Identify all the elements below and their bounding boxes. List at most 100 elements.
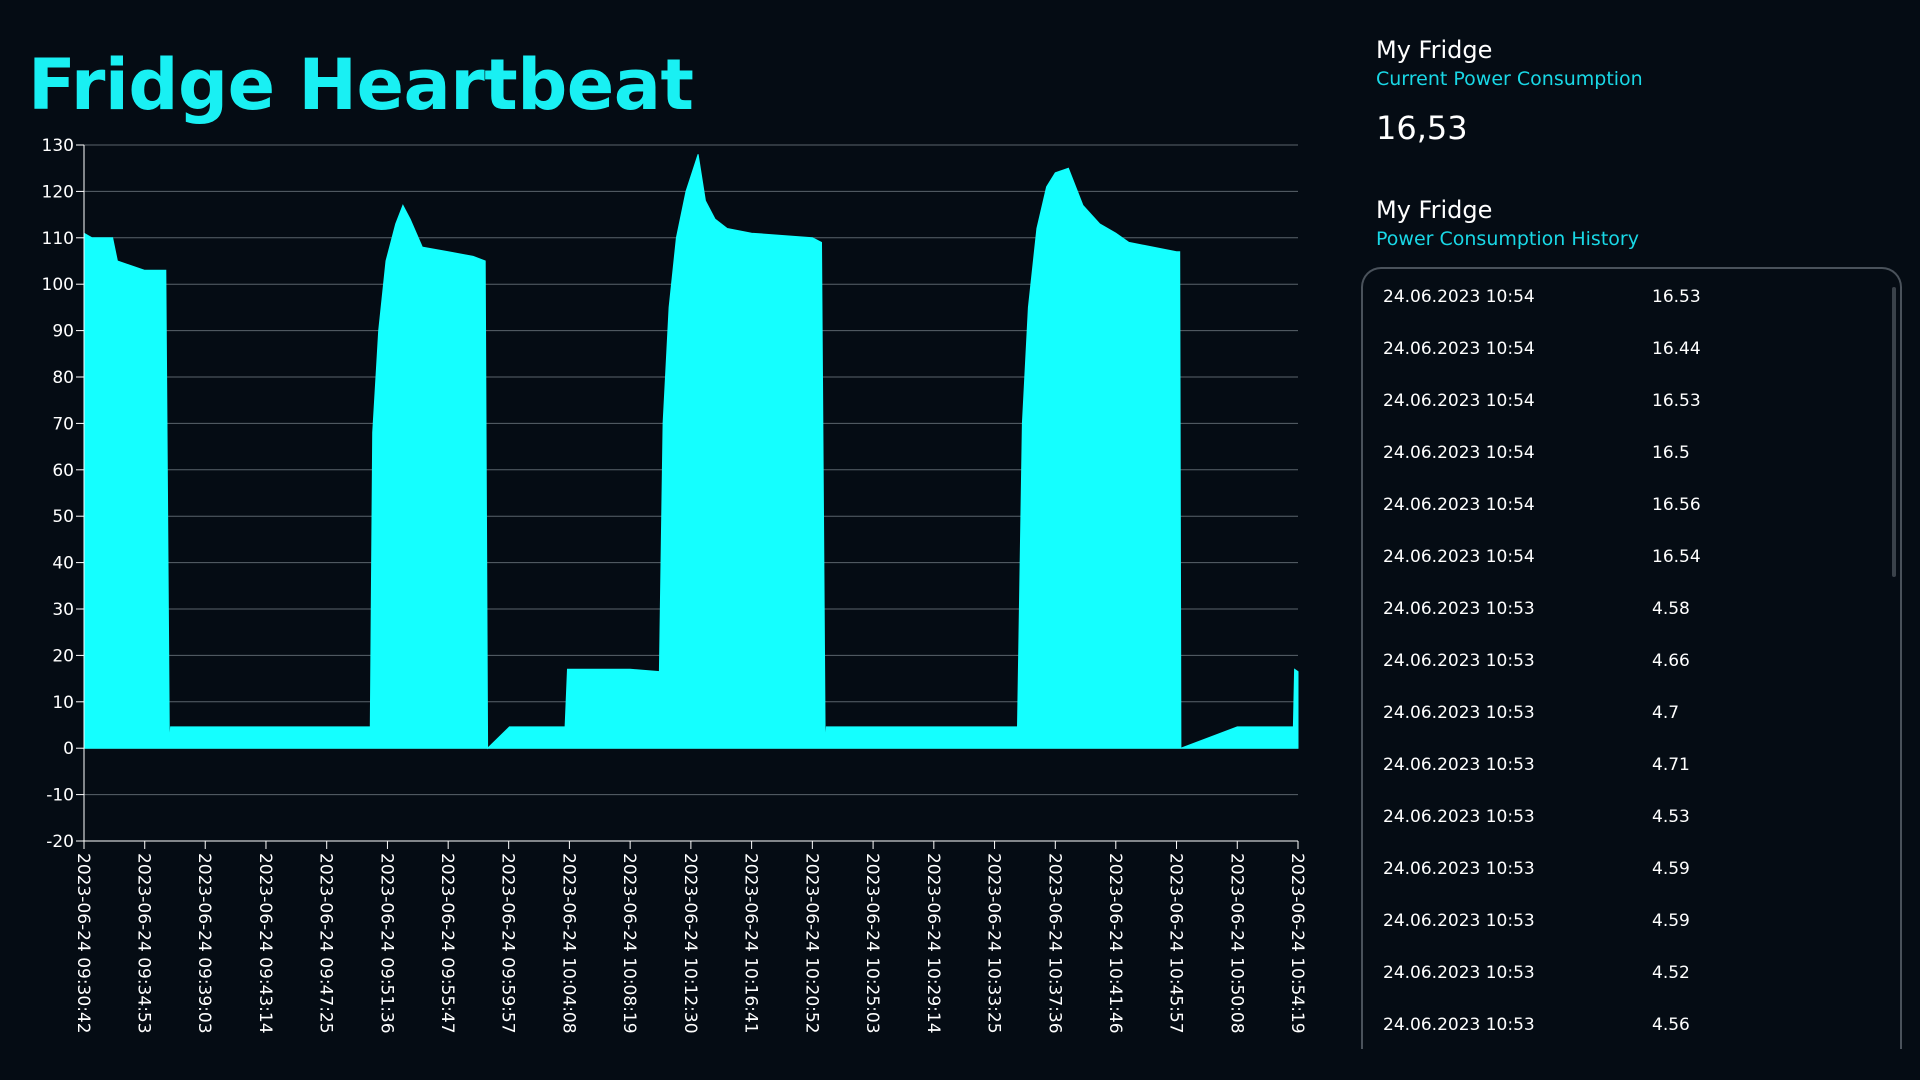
series-area-fill bbox=[83, 154, 1299, 750]
history-timestamp: 24.06.2023 10:54 bbox=[1383, 287, 1535, 307]
axes bbox=[76, 144, 1299, 849]
y-tick-label: 50 bbox=[52, 507, 74, 527]
y-tick-label: 20 bbox=[52, 646, 74, 666]
history-list-panel[interactable]: 24.06.2023 10:54 16.53 24.06.2023 10:54 16.… bbox=[1361, 267, 1902, 1049]
history-scrollbar-thumb[interactable] bbox=[1892, 287, 1896, 577]
x-tick-label: 2023-06-24 10:41:46 bbox=[1105, 853, 1125, 1034]
history-value: 4.53 bbox=[1652, 807, 1690, 827]
x-tick-label: 2023-06-24 10:20:52 bbox=[801, 853, 821, 1034]
x-tick-label: 2023-06-24 09:43:14 bbox=[255, 853, 275, 1034]
history-row[interactable]: 24.06.2023 10:53 4.71 bbox=[1363, 745, 1900, 797]
history-value: 4.71 bbox=[1652, 755, 1690, 775]
history-row[interactable]: 24.06.2023 10:53 4.53 bbox=[1363, 797, 1900, 849]
y-tick-label: 10 bbox=[52, 693, 74, 713]
history-row[interactable]: 24.06.2023 10:53 4.59 bbox=[1363, 849, 1900, 901]
history-scrollbar[interactable] bbox=[1890, 287, 1896, 1047]
history-value: 4.66 bbox=[1652, 651, 1690, 671]
history-value: 16.56 bbox=[1652, 495, 1701, 515]
history-value: 16.5 bbox=[1652, 443, 1690, 463]
x-tick-label: 2023-06-24 09:39:03 bbox=[194, 853, 214, 1034]
x-tick-label: 2023-06-24 09:59:57 bbox=[498, 853, 518, 1034]
y-tick-label: 110 bbox=[42, 229, 74, 249]
y-tick-label: 40 bbox=[52, 554, 74, 574]
history-timestamp: 24.06.2023 10:53 bbox=[1383, 859, 1535, 879]
x-tick-label: 2023-06-24 09:55:47 bbox=[437, 853, 457, 1034]
y-tick-label: 90 bbox=[52, 322, 74, 342]
history-timestamp: 24.06.2023 10:53 bbox=[1383, 911, 1535, 931]
history-value: 4.59 bbox=[1652, 911, 1690, 931]
y-tick-label: -20 bbox=[46, 832, 74, 852]
history-timestamp: 24.06.2023 10:53 bbox=[1383, 755, 1535, 775]
history-timestamp: 24.06.2023 10:54 bbox=[1383, 443, 1535, 463]
history-timestamp: 24.06.2023 10:54 bbox=[1383, 391, 1535, 411]
history-timestamp: 24.06.2023 10:54 bbox=[1383, 547, 1535, 567]
history-timestamp: 24.06.2023 10:53 bbox=[1383, 963, 1535, 983]
page-title: Fridge Heartbeat bbox=[28, 44, 694, 126]
history-row[interactable]: 24.06.2023 10:54 16.56 bbox=[1363, 485, 1900, 537]
history-device-name: My Fridge bbox=[1376, 196, 1493, 224]
x-tick-label: 2023-06-24 10:37:36 bbox=[1044, 853, 1064, 1034]
history-value: 4.52 bbox=[1652, 963, 1690, 983]
x-tick-label: 2023-06-24 10:33:25 bbox=[984, 853, 1004, 1034]
current-device-name: My Fridge bbox=[1376, 36, 1493, 64]
x-tick-label: 2023-06-24 10:50:08 bbox=[1226, 853, 1246, 1034]
history-row[interactable]: 24.06.2023 10:53 4.52 bbox=[1363, 953, 1900, 1005]
y-tick-label: 0 bbox=[63, 739, 74, 759]
history-row[interactable]: 24.06.2023 10:54 16.53 bbox=[1363, 277, 1900, 329]
history-row[interactable]: 24.06.2023 10:53 4.66 bbox=[1363, 641, 1900, 693]
x-tick-label: 2023-06-24 10:54:19 bbox=[1287, 853, 1307, 1034]
history-value: 4.56 bbox=[1652, 1015, 1690, 1035]
x-tick-label: 2023-06-24 10:04:08 bbox=[558, 853, 578, 1034]
current-consumption-value: 16,53 bbox=[1376, 109, 1468, 147]
history-row[interactable]: 24.06.2023 10:53 4.58 bbox=[1363, 589, 1900, 641]
history-timestamp: 24.06.2023 10:53 bbox=[1383, 1015, 1535, 1035]
x-tick-label: 2023-06-24 10:45:57 bbox=[1166, 853, 1186, 1034]
y-tick-label: 100 bbox=[42, 275, 74, 295]
history-value: 16.53 bbox=[1652, 287, 1701, 307]
history-value: 4.58 bbox=[1652, 599, 1690, 619]
x-tick-label: 2023-06-24 10:12:30 bbox=[680, 853, 700, 1034]
x-tick-label: 2023-06-24 09:51:36 bbox=[376, 853, 396, 1034]
history-timestamp: 24.06.2023 10:53 bbox=[1383, 807, 1535, 827]
history-row[interactable]: 24.06.2023 10:54 16.5 bbox=[1363, 433, 1900, 485]
y-tick-label: 120 bbox=[42, 182, 74, 202]
y-tick-label: 60 bbox=[52, 461, 74, 481]
history-timestamp: 24.06.2023 10:53 bbox=[1383, 703, 1535, 723]
history-row[interactable]: 24.06.2023 10:54 16.44 bbox=[1363, 329, 1900, 381]
y-tick-label: 30 bbox=[52, 600, 74, 620]
x-tick-label: 2023-06-24 10:08:19 bbox=[619, 853, 639, 1034]
history-timestamp: 24.06.2023 10:54 bbox=[1383, 495, 1535, 515]
power-chart: 130 120 110 100 90 80 70 60 50 40 30 20 10 0 -10 -20 20… bbox=[0, 130, 1320, 1040]
x-tick-labels: 2023-06-24 09:30:42 2023-06-24 09:34:53 20… bbox=[73, 853, 1307, 1034]
current-consumption-label: Current Power Consumption bbox=[1376, 68, 1643, 90]
history-value: 16.53 bbox=[1652, 391, 1701, 411]
history-timestamp: 24.06.2023 10:53 bbox=[1383, 651, 1535, 671]
x-tick-label: 2023-06-24 10:16:41 bbox=[741, 853, 761, 1034]
history-list[interactable]: 24.06.2023 10:54 16.53 24.06.2023 10:54 16.… bbox=[1363, 277, 1900, 1049]
y-tick-label: 70 bbox=[52, 414, 74, 434]
x-tick-label: 2023-06-24 10:29:14 bbox=[923, 853, 943, 1034]
x-tick-label: 2023-06-24 09:47:25 bbox=[316, 853, 336, 1034]
history-row[interactable]: 24.06.2023 10:53 4.7 bbox=[1363, 693, 1900, 745]
x-tick-label: 2023-06-24 09:30:42 bbox=[73, 853, 93, 1034]
y-tick-label: -10 bbox=[46, 786, 74, 806]
history-value: 4.59 bbox=[1652, 859, 1690, 879]
history-row[interactable]: 24.06.2023 10:54 16.53 bbox=[1363, 381, 1900, 433]
y-tick-label: 130 bbox=[42, 136, 74, 156]
history-value: 16.54 bbox=[1652, 547, 1701, 567]
history-value: 4.7 bbox=[1652, 703, 1680, 723]
history-row[interactable]: 24.06.2023 10:54 16.54 bbox=[1363, 537, 1900, 589]
history-value: 16.44 bbox=[1652, 339, 1701, 359]
history-row[interactable]: 24.06.2023 10:53 4.59 bbox=[1363, 901, 1900, 953]
x-tick-label: 2023-06-24 10:25:03 bbox=[862, 853, 882, 1034]
y-tick-label: 80 bbox=[52, 368, 74, 388]
history-label: Power Consumption History bbox=[1376, 228, 1639, 250]
x-tick-label: 2023-06-24 09:34:53 bbox=[134, 853, 154, 1034]
history-row[interactable]: 24.06.2023 10:53 4.56 bbox=[1363, 1005, 1900, 1049]
series-area bbox=[83, 154, 1299, 750]
history-timestamp: 24.06.2023 10:53 bbox=[1383, 599, 1535, 619]
history-timestamp: 24.06.2023 10:54 bbox=[1383, 339, 1535, 359]
